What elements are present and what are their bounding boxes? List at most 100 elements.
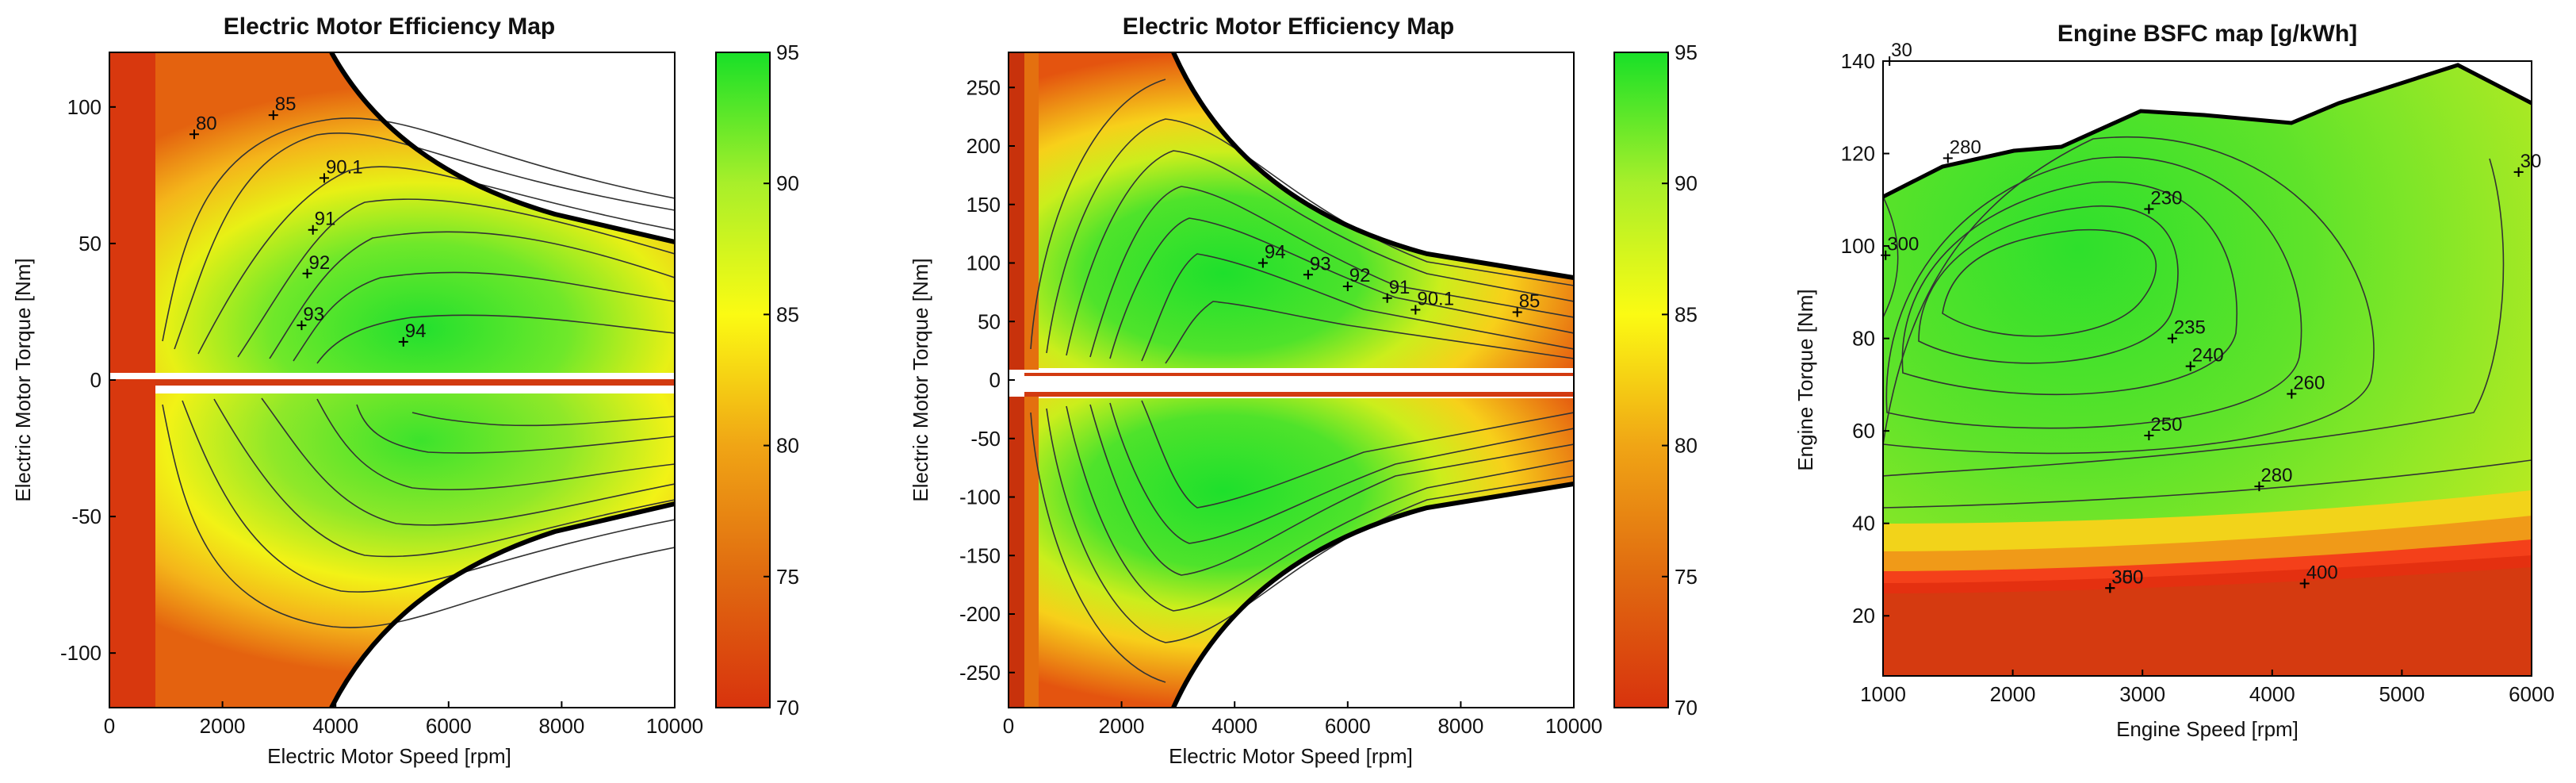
panel-3-x-ticks: 1000 2000 3000 4000 5000 6000 bbox=[1860, 670, 2555, 706]
y-tick-label: -100 bbox=[60, 641, 101, 665]
y-tick-label: -50 bbox=[970, 427, 1001, 451]
contour-label: 93 bbox=[303, 304, 324, 325]
panel-2-y-ticks: -250 -200 -150 -100 -50 0 50 100 150 200 250 bbox=[959, 75, 1015, 685]
panel-3-xlabel: Engine Speed [rpm] bbox=[2116, 717, 2298, 741]
panel-3-heatmap bbox=[1883, 61, 2532, 676]
colorbar-tick-label: 80 bbox=[776, 434, 799, 458]
contour-label: 230 bbox=[2150, 187, 2182, 209]
panel-1-colorbar-ticks: 70 75 80 85 90 95 bbox=[764, 40, 799, 720]
y-tick-label: 0 bbox=[989, 368, 1001, 392]
contour-label-marker bbox=[297, 320, 307, 331]
y-tick-label: 40 bbox=[1852, 512, 1875, 535]
panel-1-y-ticks: -100 -50 0 50 100 bbox=[60, 95, 116, 665]
panel-2-ylabel: Electric Motor Torque [Nm] bbox=[909, 258, 932, 501]
colorbar-tick-label: 90 bbox=[776, 171, 799, 195]
colorbar-tick-label: 75 bbox=[776, 565, 799, 589]
y-tick-label: 150 bbox=[966, 193, 1001, 217]
panel-2-heatmap bbox=[1009, 52, 1574, 708]
contour-label: 400 bbox=[2306, 562, 2338, 583]
contour-label: 94 bbox=[1265, 242, 1286, 263]
contour-label-marker bbox=[302, 268, 312, 278]
contour-label: 90.1 bbox=[326, 156, 363, 178]
contour-label-marker bbox=[398, 336, 408, 347]
y-tick-label: 60 bbox=[1852, 419, 1875, 443]
contour-label: 80 bbox=[196, 113, 217, 134]
contour-label: 93 bbox=[1310, 253, 1331, 274]
x-tick-label: 5000 bbox=[2379, 682, 2425, 706]
contour-label: 280 bbox=[1950, 136, 1981, 158]
contour-label: 30 bbox=[1891, 40, 1912, 61]
panel-3-ylabel: Engine Torque [Nm] bbox=[1793, 289, 1817, 470]
contour-label: 91 bbox=[315, 209, 336, 230]
panel-3-y-ticks: 20 40 60 80 100 120 140 bbox=[1841, 49, 1889, 628]
contour-label-marker bbox=[2144, 430, 2154, 440]
y-tick-label: -150 bbox=[959, 543, 1001, 567]
x-tick-label: 1000 bbox=[1860, 682, 1906, 706]
y-tick-label: 100 bbox=[1841, 234, 1875, 258]
contour-label: 85 bbox=[275, 94, 297, 115]
y-tick-label: 20 bbox=[1852, 604, 1875, 628]
contour-label: 300 bbox=[1887, 234, 1919, 255]
y-tick-label: 100 bbox=[67, 95, 101, 119]
x-tick-label: 6000 bbox=[2509, 682, 2555, 706]
contour-label-marker bbox=[2167, 333, 2177, 344]
x-tick-label: 0 bbox=[1003, 714, 1014, 738]
colorbar-tick-label: 85 bbox=[1675, 302, 1698, 326]
x-tick-label: 2000 bbox=[200, 714, 246, 738]
panel-3-title: Engine BSFC map [g/kWh] bbox=[2057, 21, 2357, 47]
panel-2-contour-labels: 94 93 92 91 90.1 85 bbox=[1257, 242, 1540, 317]
contour-label: 30 bbox=[2520, 151, 2542, 172]
panel-1-ylabel: Electric Motor Torque [Nm] bbox=[11, 258, 35, 501]
contour-label: 90.1 bbox=[1417, 289, 1454, 310]
y-tick-label: 50 bbox=[78, 232, 101, 255]
contour-label-marker bbox=[2185, 361, 2195, 371]
y-tick-label: 140 bbox=[1841, 49, 1875, 73]
contour-label-marker bbox=[2299, 578, 2310, 589]
panel-1-x-ticks: 0 2000 4000 6000 8000 10000 bbox=[104, 701, 703, 738]
contour-label-marker bbox=[2287, 389, 2297, 399]
panel-2-colorbar-ticks: 70 75 80 85 90 95 bbox=[1662, 40, 1698, 720]
contour-label-marker bbox=[1257, 258, 1268, 268]
contour-label: 235 bbox=[2174, 317, 2206, 339]
contour-label-marker bbox=[2513, 167, 2524, 177]
colorbar-tick-label: 90 bbox=[1675, 171, 1698, 195]
contour-label-marker bbox=[319, 173, 329, 183]
x-tick-label: 4000 bbox=[1211, 714, 1257, 738]
x-tick-label: 0 bbox=[104, 714, 115, 738]
panel-1-title: Electric Motor Efficiency Map bbox=[224, 13, 555, 40]
colorbar-tick-label: 85 bbox=[776, 302, 799, 326]
x-tick-label: 10000 bbox=[646, 714, 703, 738]
y-tick-label: -250 bbox=[959, 661, 1001, 685]
panel-1-colorbar bbox=[715, 52, 771, 708]
panel-3-frame bbox=[1882, 60, 2532, 677]
x-tick-label: 6000 bbox=[426, 714, 472, 738]
contour-label-marker bbox=[189, 129, 199, 140]
contour-label: 92 bbox=[309, 252, 331, 274]
contour-label-marker bbox=[1885, 56, 1895, 66]
contour-label-marker bbox=[1303, 270, 1313, 280]
x-tick-label: 3000 bbox=[2119, 682, 2165, 706]
colorbar-tick-label: 80 bbox=[1675, 434, 1698, 458]
contour-label-marker bbox=[1410, 305, 1421, 315]
y-tick-label: 200 bbox=[966, 134, 1001, 158]
x-tick-label: 2000 bbox=[1099, 714, 1145, 738]
contour-label: 94 bbox=[405, 320, 427, 342]
contour-label-marker bbox=[1943, 153, 1953, 163]
y-tick-label: 250 bbox=[966, 75, 1001, 99]
contour-label-marker bbox=[1512, 307, 1522, 317]
panel-1-heatmap bbox=[109, 52, 675, 708]
colorbar-tick-label: 95 bbox=[1675, 40, 1698, 64]
panel-2-colorbar bbox=[1613, 52, 1669, 708]
contour-label-marker bbox=[2105, 583, 2115, 593]
colorbar-tick-label: 70 bbox=[1675, 696, 1698, 720]
y-tick-label: -50 bbox=[71, 505, 101, 528]
y-tick-label: 80 bbox=[1852, 327, 1875, 351]
contour-label-marker bbox=[2144, 204, 2154, 214]
panel-1-contour-labels: 80 85 90.1 91 92 93 94 bbox=[189, 94, 427, 347]
contour-label-marker bbox=[308, 225, 318, 235]
contour-label: 300 bbox=[2111, 566, 2143, 588]
contour-label-marker bbox=[2254, 482, 2264, 492]
contour-label: 350 bbox=[2111, 566, 2143, 588]
